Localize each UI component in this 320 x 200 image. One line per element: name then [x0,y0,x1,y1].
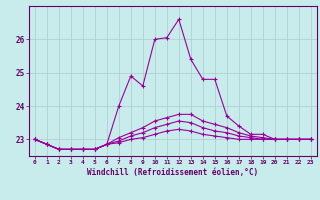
X-axis label: Windchill (Refroidissement éolien,°C): Windchill (Refroidissement éolien,°C) [87,168,258,177]
